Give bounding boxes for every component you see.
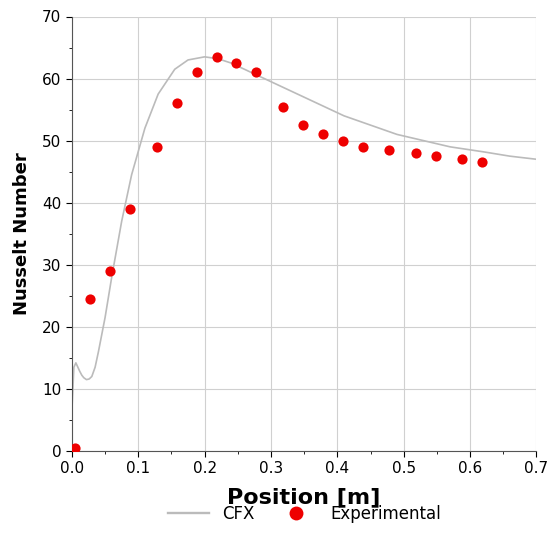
X-axis label: Position [m]: Position [m] bbox=[227, 487, 381, 508]
Point bbox=[232, 59, 241, 68]
Point bbox=[478, 158, 487, 167]
Point bbox=[358, 142, 367, 151]
Point bbox=[173, 99, 181, 108]
Point bbox=[411, 148, 420, 157]
Y-axis label: Nusselt Number: Nusselt Number bbox=[13, 152, 31, 315]
Point bbox=[106, 267, 115, 276]
Point bbox=[458, 155, 467, 164]
Point bbox=[71, 443, 80, 452]
Point bbox=[192, 68, 201, 77]
Point bbox=[431, 152, 440, 161]
Point bbox=[299, 121, 307, 130]
Point bbox=[153, 142, 161, 151]
Point bbox=[126, 205, 135, 213]
Legend: CFX, Experimental: CFX, Experimental bbox=[161, 498, 447, 530]
Point bbox=[319, 130, 327, 139]
Point bbox=[338, 136, 347, 145]
Point bbox=[86, 295, 95, 304]
Point bbox=[279, 102, 288, 111]
Point bbox=[385, 146, 394, 155]
Point bbox=[212, 52, 221, 61]
Point bbox=[252, 68, 261, 77]
